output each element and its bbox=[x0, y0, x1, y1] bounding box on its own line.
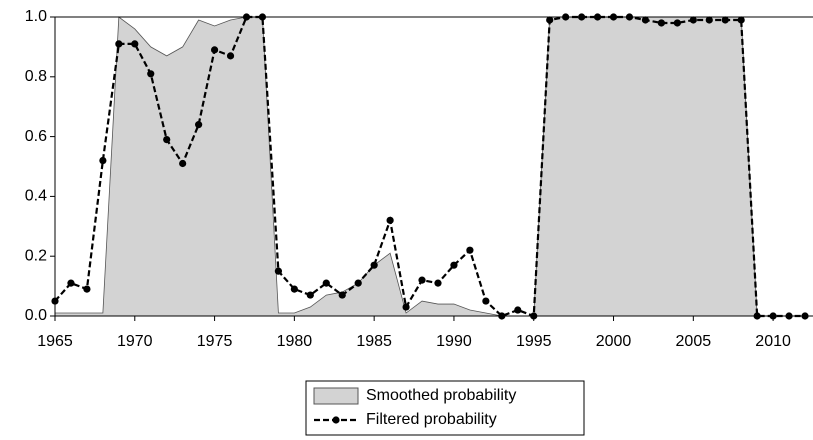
marker bbox=[179, 159, 187, 168]
marker bbox=[514, 306, 522, 314]
marker bbox=[673, 19, 681, 27]
x-tick-label: 1970 bbox=[117, 333, 153, 350]
marker bbox=[689, 16, 697, 24]
marker bbox=[274, 267, 283, 275]
marker bbox=[131, 40, 139, 48]
marker bbox=[163, 135, 171, 144]
marker bbox=[450, 261, 458, 269]
marker bbox=[306, 291, 314, 299]
x-tick-label: 1980 bbox=[277, 333, 313, 350]
legend-label: Filtered probability bbox=[366, 411, 497, 428]
area bbox=[54, 16, 806, 317]
marker bbox=[705, 16, 713, 24]
marker bbox=[83, 285, 91, 293]
y-tick-label: 1.0 bbox=[25, 8, 47, 25]
marker bbox=[147, 70, 155, 78]
marker bbox=[67, 279, 75, 287]
y-tick-label: 0.0 bbox=[25, 307, 47, 324]
marker bbox=[737, 16, 745, 24]
x-tick-label: 1990 bbox=[436, 333, 472, 350]
marker bbox=[482, 297, 490, 305]
marker bbox=[195, 121, 203, 129]
marker bbox=[657, 19, 666, 27]
marker bbox=[418, 276, 426, 284]
marker bbox=[434, 279, 442, 287]
legend-label: Smoothed probability bbox=[366, 387, 516, 404]
y-tick-label: 0.4 bbox=[25, 188, 47, 205]
x-tick-label: 1975 bbox=[197, 333, 233, 350]
x-tick-label: 1985 bbox=[356, 333, 392, 350]
legend-swatch bbox=[313, 387, 359, 405]
marker bbox=[386, 216, 394, 224]
marker bbox=[546, 16, 554, 24]
marker bbox=[115, 40, 123, 48]
y-tick-label: 0.8 bbox=[25, 68, 47, 85]
x-tick-label: 2005 bbox=[676, 333, 712, 350]
marker bbox=[370, 261, 378, 269]
marker bbox=[402, 303, 410, 311]
x-tick-label: 1965 bbox=[37, 333, 73, 350]
marker bbox=[721, 16, 729, 24]
x-tick-label: 2010 bbox=[755, 333, 791, 350]
marker bbox=[226, 52, 235, 60]
legend-marker bbox=[332, 416, 340, 424]
marker bbox=[322, 279, 330, 287]
y-tick-label: 0.6 bbox=[25, 128, 47, 145]
marker bbox=[210, 46, 219, 54]
marker bbox=[99, 156, 107, 165]
marker bbox=[641, 16, 650, 24]
x-tick-label: 2000 bbox=[596, 333, 632, 350]
marker bbox=[338, 291, 346, 299]
marker bbox=[290, 285, 298, 293]
marker bbox=[354, 279, 362, 287]
marker bbox=[466, 246, 474, 254]
y-tick-label: 0.2 bbox=[25, 247, 47, 264]
x-tick-label: 1995 bbox=[516, 333, 552, 350]
